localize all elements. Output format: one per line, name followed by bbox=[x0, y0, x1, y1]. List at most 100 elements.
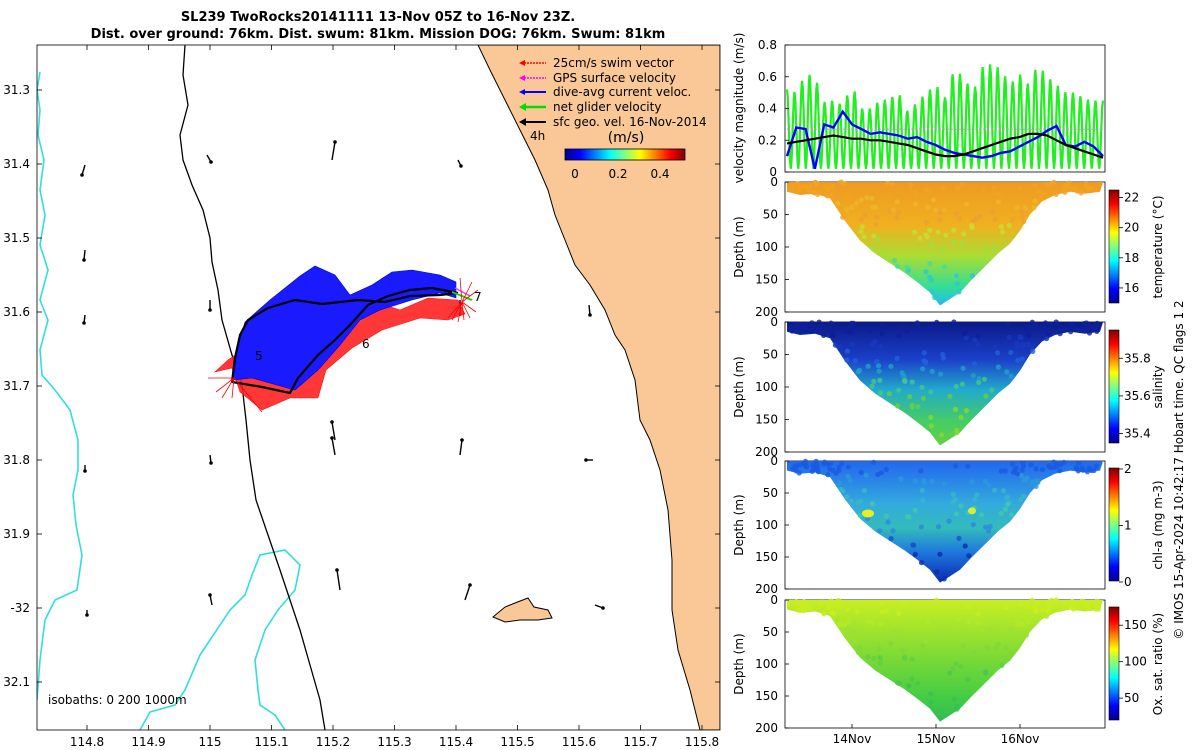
salinity-y-axis: 0 50 100 150 200 bbox=[755, 315, 789, 459]
section-sample bbox=[844, 494, 850, 500]
section-sample bbox=[947, 670, 953, 676]
depth-tick-label: 0 bbox=[770, 593, 778, 607]
section-sample bbox=[807, 183, 813, 189]
geo-arrow-head bbox=[80, 173, 84, 177]
section-sample bbox=[818, 601, 824, 607]
section-sample bbox=[912, 190, 918, 196]
geo-arrow-head bbox=[209, 461, 213, 465]
legend-dive-avg-current: dive-avg current veloc. bbox=[553, 85, 691, 99]
section-sample bbox=[1069, 321, 1075, 327]
vel-y-tick-label: 0.4 bbox=[758, 102, 777, 116]
section-sample bbox=[888, 536, 894, 542]
section-sample bbox=[871, 655, 877, 662]
section-sample bbox=[850, 629, 856, 636]
section-sample bbox=[1031, 603, 1038, 609]
time-tick-label: 14Nov bbox=[833, 732, 872, 746]
geo-arrow-head bbox=[601, 606, 605, 610]
section-sample bbox=[898, 476, 904, 482]
oxygen-section-dots bbox=[793, 597, 1102, 715]
section-sample bbox=[976, 214, 982, 220]
section-sample bbox=[869, 383, 875, 389]
section-sample bbox=[1032, 198, 1038, 204]
section-sample bbox=[952, 463, 959, 469]
section-sample bbox=[1021, 477, 1027, 483]
section-sample bbox=[958, 414, 964, 420]
map-colorbar: (m/s) 0 0.2 0.4 bbox=[564, 130, 686, 181]
section-sample bbox=[828, 598, 834, 604]
section-sample bbox=[789, 183, 795, 189]
section-sample bbox=[856, 645, 863, 651]
section-sample bbox=[910, 542, 916, 548]
map-y-tick-label: 31.9 bbox=[3, 527, 30, 541]
section-sample bbox=[845, 619, 851, 625]
section-sample bbox=[971, 361, 978, 367]
section-sample bbox=[799, 326, 806, 332]
section-sample bbox=[935, 524, 942, 530]
track-red-fan-start bbox=[208, 377, 263, 413]
section-sample bbox=[1094, 598, 1100, 605]
section-sample bbox=[841, 622, 848, 628]
section-sample bbox=[1093, 606, 1099, 612]
section-sample bbox=[896, 387, 902, 393]
oxygen-section: 0 50 100 150 200 50 100 150 14Nov 15Nov 16Nov De… bbox=[732, 593, 1165, 746]
section-sample bbox=[1053, 319, 1059, 325]
section-sample bbox=[984, 247, 990, 254]
colorbar-tick-label: 150 bbox=[1124, 618, 1147, 632]
depth-tick-label: 0 bbox=[770, 175, 778, 189]
section-sample bbox=[980, 186, 987, 192]
section-sample bbox=[906, 683, 912, 689]
section-sample bbox=[928, 241, 935, 247]
section-sample bbox=[1039, 607, 1045, 613]
section-sample bbox=[836, 600, 842, 607]
section-sample bbox=[959, 381, 966, 387]
section-sample bbox=[912, 229, 918, 235]
geo-arrow bbox=[459, 439, 463, 456]
section-sample bbox=[854, 609, 860, 615]
section-sample bbox=[926, 274, 933, 280]
section-sample bbox=[871, 233, 877, 239]
section-sample bbox=[844, 206, 850, 212]
legend-gps-velocity: GPS surface velocity bbox=[553, 71, 676, 85]
section-sample bbox=[951, 696, 957, 702]
section-sample bbox=[1015, 357, 1021, 363]
section-sample bbox=[844, 606, 851, 612]
section-sample bbox=[871, 459, 877, 465]
section-sample bbox=[1004, 604, 1010, 611]
isobath-1000-west bbox=[37, 71, 83, 701]
section-sample bbox=[935, 229, 941, 235]
section-sample bbox=[866, 619, 872, 625]
dive-avg-current-line bbox=[785, 109, 1104, 170]
section-sample bbox=[951, 319, 957, 325]
section-sample bbox=[1048, 597, 1055, 603]
section-sample bbox=[894, 199, 900, 205]
section-sample bbox=[835, 200, 841, 207]
section-sample bbox=[870, 245, 876, 252]
section-sample bbox=[1044, 613, 1050, 620]
section-sample bbox=[828, 191, 834, 198]
section-sample bbox=[1004, 369, 1010, 375]
section-sample bbox=[1020, 214, 1026, 220]
section-sample bbox=[950, 239, 957, 246]
section-sample bbox=[813, 458, 819, 464]
depth-tick-label: 150 bbox=[755, 550, 778, 564]
section-sample bbox=[883, 486, 889, 492]
section-sample bbox=[874, 636, 880, 642]
section-sample bbox=[976, 376, 982, 382]
section-sample bbox=[957, 216, 963, 222]
section-sample bbox=[970, 650, 976, 656]
map-x-axis: 114.8 114.9 115 115.1 115.2 115.3 115.4 115.5 11… bbox=[70, 45, 719, 749]
section-sample bbox=[961, 231, 967, 237]
salinity-section-dots bbox=[789, 319, 1100, 438]
velocity-ylabel: velocity magnitude (m/s) bbox=[732, 33, 746, 184]
map-y-tick-label: 31.4 bbox=[3, 157, 30, 171]
depth-tick-label: 50 bbox=[763, 625, 778, 639]
section-sample bbox=[986, 482, 992, 488]
section-sample bbox=[819, 321, 826, 327]
section-sample bbox=[1024, 603, 1030, 610]
section-sample bbox=[810, 462, 816, 468]
map-x-tick-label: 115.8 bbox=[685, 735, 719, 749]
section-sample bbox=[912, 201, 919, 207]
colorbar-tick-label: 1 bbox=[1124, 519, 1132, 533]
section-sample bbox=[838, 179, 844, 185]
section-sample bbox=[878, 655, 884, 661]
